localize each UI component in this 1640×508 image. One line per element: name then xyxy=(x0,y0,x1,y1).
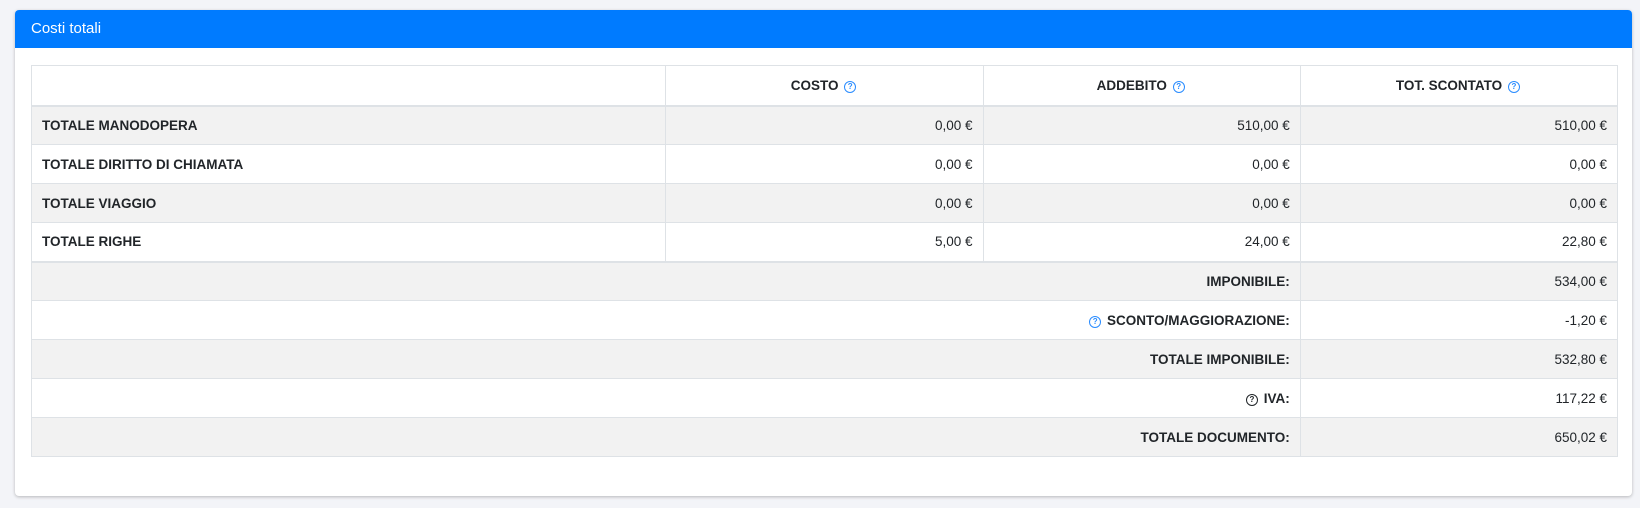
header-addebito: ADDEBITO ? xyxy=(982,65,1301,107)
summary-row-imponibile: IMPONIBILE: 534,00 € xyxy=(31,260,1619,301)
help-icon[interactable]: ? xyxy=(1172,80,1185,93)
summary-label: TOTALE IMPONIBILE: xyxy=(31,339,1301,379)
help-icon[interactable]: ? xyxy=(844,80,857,93)
costo-cell: 0,00 € xyxy=(665,144,984,184)
row-label: TOTALE VIAGGIO xyxy=(30,183,667,223)
costo-cell: 0,00 € xyxy=(665,183,984,223)
table-header-row: COSTO ? ADDEBITO ? TOT. SCONTATO ? xyxy=(30,65,1619,107)
addebito-cell: 0,00 € xyxy=(982,183,1301,223)
header-costo: COSTO ? xyxy=(665,65,984,107)
summary-label: TOTALE DOCUMENTO: xyxy=(31,417,1301,457)
table-row: TOTALE DIRITTO DI CHIAMATA 0,00 € 0,00 €… xyxy=(30,144,1619,184)
row-label: TOTALE RIGHE xyxy=(30,222,667,262)
row-label: TOTALE MANODOPERA xyxy=(30,105,667,145)
summary-value: 650,02 € xyxy=(1299,417,1619,457)
addebito-cell: 510,00 € xyxy=(982,105,1301,145)
summary-row-sconto: ? SCONTO/MAGGIORAZIONE: -1,20 € xyxy=(31,300,1619,340)
row-label: TOTALE DIRITTO DI CHIAMATA xyxy=(30,144,667,184)
summary-row-iva: ? IVA: 117,22 € xyxy=(31,378,1619,418)
costo-cell: 0,00 € xyxy=(665,105,984,145)
summary-row-totale-documento: TOTALE DOCUMENTO: 650,02 € xyxy=(31,417,1619,457)
costs-table: COSTO ? ADDEBITO ? TOT. SCONTATO ? TOTAL… xyxy=(30,65,1619,457)
table-row: TOTALE MANODOPERA 0,00 € 510,00 € 510,00… xyxy=(30,105,1619,145)
scontato-cell: 0,00 € xyxy=(1299,144,1619,184)
costi-totali-card: Costi totali COSTO ? ADDEBITO ? TOT. SCO… xyxy=(15,10,1632,496)
scontato-cell: 0,00 € xyxy=(1299,183,1619,223)
header-tot-scontato: TOT. SCONTATO ? xyxy=(1299,65,1619,107)
summary-label: IMPONIBILE: xyxy=(31,260,1301,301)
summary-value: 117,22 € xyxy=(1299,378,1619,418)
summary-value: 534,00 € xyxy=(1299,260,1619,301)
table-row: TOTALE VIAGGIO 0,00 € 0,00 € 0,00 € xyxy=(30,183,1619,223)
costo-cell: 5,00 € xyxy=(665,222,984,262)
help-circle-icon[interactable]: ? xyxy=(1089,315,1102,328)
help-circle-icon[interactable]: ? xyxy=(1246,393,1258,406)
scontato-cell: 22,80 € xyxy=(1299,222,1619,262)
summary-label: SCONTO/MAGGIORAZIONE: xyxy=(1107,312,1290,328)
summary-value: 532,80 € xyxy=(1299,339,1619,379)
table-row: TOTALE RIGHE 5,00 € 24,00 € 22,80 € xyxy=(30,222,1619,262)
scontato-cell: 510,00 € xyxy=(1299,105,1619,145)
addebito-cell: 24,00 € xyxy=(982,222,1301,262)
card-title: Costi totali xyxy=(15,10,1632,48)
summary-label: IVA: xyxy=(1263,390,1290,406)
summary-row-totale-imponibile: TOTALE IMPONIBILE: 532,80 € xyxy=(31,339,1619,379)
addebito-cell: 0,00 € xyxy=(982,144,1301,184)
summary-value: -1,20 € xyxy=(1299,300,1619,340)
help-icon[interactable]: ? xyxy=(1507,80,1520,93)
header-empty xyxy=(30,65,667,107)
